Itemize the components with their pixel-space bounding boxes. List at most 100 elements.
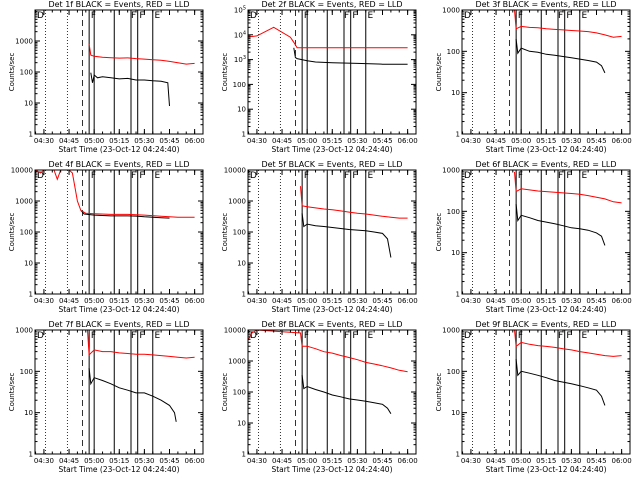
x-tick-label: 05:15 xyxy=(322,137,342,145)
y-tick-label: 1000 xyxy=(442,7,460,15)
x-tick-label: 06:00 xyxy=(612,457,632,465)
x-tick-label: 05:00 xyxy=(84,137,104,145)
x-tick-label: 05:15 xyxy=(536,297,556,305)
y-tick-label: 10 xyxy=(451,409,460,417)
plot-area: F F F ED xyxy=(248,10,408,134)
x-tick-label: 04:45 xyxy=(59,457,79,465)
y-axis-label: Counts/sec xyxy=(221,213,229,252)
lld-series-line xyxy=(248,330,408,373)
flag-label: F xyxy=(131,11,136,21)
x-tick-label: 06:00 xyxy=(398,457,418,465)
panel-title: Det 9f BLACK = Events, RED = LLD xyxy=(475,320,616,329)
plot-area: F F F ED xyxy=(464,170,622,294)
plot-frame xyxy=(34,329,204,455)
lld-series-line xyxy=(88,43,195,65)
y-tick-label: 1000 xyxy=(442,327,460,335)
x-tick-label: 06:00 xyxy=(398,137,418,145)
plot-area: F F F ED xyxy=(464,10,622,134)
plot-frame xyxy=(247,329,417,455)
y-tick-label: 1000 xyxy=(15,38,33,46)
x-tick-label: 04:45 xyxy=(59,297,79,305)
x-axis-label: Start Time (23-Oct-12 04:24:40) xyxy=(58,465,179,474)
events-series-line xyxy=(88,368,177,422)
lld-series-line xyxy=(514,10,622,38)
y-tick-label: 1 xyxy=(456,451,460,459)
flag-label: F xyxy=(352,11,357,21)
panel-title: Det 5f BLACK = Events, RED = LLD xyxy=(261,160,402,169)
x-tick-label: 04:45 xyxy=(272,137,292,145)
corner-label: D xyxy=(37,11,44,21)
corner-label: D xyxy=(250,11,257,21)
x-tick-label: 05:00 xyxy=(297,457,317,465)
panel-title: Det 2f BLACK = Events, RED = LLD xyxy=(261,0,402,9)
plot-area: F F F ED xyxy=(248,330,408,454)
events-series-line xyxy=(301,375,392,414)
x-tick-label: 05:45 xyxy=(586,297,606,305)
y-tick-label: 100 xyxy=(20,69,33,77)
flag-label: E xyxy=(154,11,160,21)
x-tick-label: 05:45 xyxy=(159,297,179,305)
x-tick-label: 04:45 xyxy=(486,137,506,145)
corner-label: D xyxy=(464,171,471,181)
flag-label: F xyxy=(558,11,563,21)
flag-label: F xyxy=(139,171,144,181)
y-tick-label: 104 xyxy=(234,30,246,39)
x-tick-label: 06:00 xyxy=(398,297,418,305)
flag-label: E xyxy=(581,171,587,181)
x-tick-label: 04:45 xyxy=(486,297,506,305)
plot-frame xyxy=(247,9,417,135)
x-tick-label: 04:45 xyxy=(59,137,79,145)
y-axis-label: Counts/sec xyxy=(435,213,443,252)
flag-label: F xyxy=(304,171,309,181)
flag-label: E xyxy=(367,171,373,181)
y-tick-label: 1000 xyxy=(228,358,246,366)
x-tick-label: 04:30 xyxy=(34,457,54,465)
y-tick-label: 100 xyxy=(233,229,246,237)
plot-area: F F F ED xyxy=(37,10,195,134)
lld-series-line xyxy=(248,26,408,49)
flag-label: F xyxy=(518,331,523,341)
y-tick-label: 10000 xyxy=(224,167,246,175)
plot-frame xyxy=(247,169,417,295)
flag-label: F xyxy=(304,331,309,341)
y-tick-label: 100 xyxy=(447,48,460,56)
x-tick-label: 06:00 xyxy=(185,297,205,305)
flag-label: E xyxy=(367,331,373,341)
plot-area: F F F ED xyxy=(250,170,408,294)
x-axis-label: Start Time (23-Oct-12 04:24:40) xyxy=(58,305,179,314)
flag-label: E xyxy=(154,331,160,341)
plot-frame xyxy=(34,169,204,295)
flag-label: F xyxy=(566,331,571,341)
events-series-line xyxy=(301,213,392,258)
y-tick-label: 1000 xyxy=(442,167,460,175)
flag-label: F xyxy=(139,331,144,341)
events-series-line xyxy=(515,358,606,406)
flag-label: F xyxy=(131,171,136,181)
y-tick-label: 10 xyxy=(237,420,246,428)
y-tick-label: 100 xyxy=(20,368,33,376)
flag-label: F xyxy=(558,331,563,341)
lld-series-line xyxy=(35,170,195,218)
x-tick-label: 05:45 xyxy=(159,457,179,465)
x-tick-label: 04:30 xyxy=(461,137,481,145)
x-tick-label: 05:00 xyxy=(511,297,531,305)
flag-label: E xyxy=(581,11,587,21)
y-axis-label: Counts/sec xyxy=(8,53,16,92)
x-tick-label: 04:45 xyxy=(272,297,292,305)
x-axis-label: Start Time (23-Oct-12 04:24:40) xyxy=(58,145,179,154)
y-tick-label: 103 xyxy=(234,55,246,64)
corner-label: D xyxy=(250,331,257,341)
x-tick-label: 05:30 xyxy=(561,297,581,305)
panel-title: Det 6f BLACK = Events, RED = LLD xyxy=(475,160,616,169)
lld-series-line xyxy=(87,330,195,359)
x-tick-label: 05:30 xyxy=(561,457,581,465)
x-tick-label: 05:15 xyxy=(322,297,342,305)
flag-label: F xyxy=(304,11,309,21)
flag-label: F xyxy=(558,171,563,181)
x-tick-label: 05:15 xyxy=(109,297,129,305)
y-axis-label: Counts/sec xyxy=(435,373,443,412)
